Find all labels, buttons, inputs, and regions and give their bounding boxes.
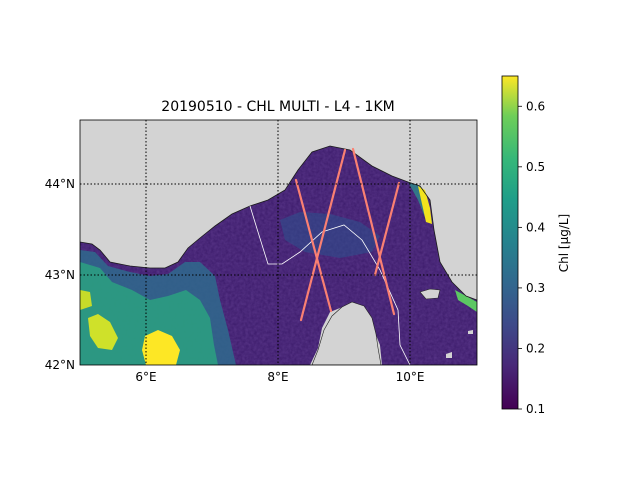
elba-island: [419, 288, 441, 300]
colorbar-tick-label: 0.2: [526, 341, 545, 355]
lon-tick-labels: 6°E 8°E 10°E: [135, 370, 424, 384]
white-track-1: [249, 205, 411, 365]
colorbar-label: Chl [μg/L]: [557, 214, 571, 272]
lon-tick-label: 10°E: [396, 370, 425, 384]
colorbar-tick-label: 0.4: [526, 220, 545, 234]
colorbar-tick-label: 0.6: [526, 99, 545, 113]
coastline: [80, 145, 477, 301]
lon-tick-label: 8°E: [267, 370, 288, 384]
colorbar-tick-label: 0.1: [526, 402, 545, 416]
colorbar-tick-label: 0.3: [526, 281, 545, 295]
chl-patch-yellow-3: [80, 290, 92, 310]
corsica-island: [311, 301, 382, 365]
track-line-1: [294, 178, 333, 313]
track-line-4: [373, 181, 401, 277]
chl-patch-green-south-east: [455, 290, 477, 312]
lat-tick-label: 43°N: [45, 268, 75, 282]
map-panel: [80, 120, 477, 365]
colorbar-gradient: [501, 75, 519, 410]
chl-patch-yellow-2: [142, 330, 180, 365]
colorbar-tick-label: 0.5: [526, 160, 545, 174]
lat-tick-labels: 44°N 43°N 42°N: [45, 177, 75, 372]
track-line-3: [351, 147, 396, 316]
lon-tick-label: 6°E: [135, 370, 156, 384]
colorbar: 0.1 0.2 0.3 0.4 0.5 0.6 Chl [μg/L]: [501, 75, 571, 416]
chl-patch-yellow-1: [88, 314, 118, 350]
map-frame: [79, 119, 478, 366]
gridlines: [80, 120, 477, 365]
small-island-2: [446, 352, 452, 358]
colorbar-ticks: 0.1 0.2 0.3 0.4 0.5 0.6: [518, 99, 545, 416]
chl-patch-yellow-east: [418, 186, 432, 224]
lat-tick-label: 44°N: [45, 177, 75, 191]
track-line-2: [299, 148, 347, 322]
chl-patch-blue-center: [280, 212, 380, 258]
lat-tick-label: 42°N: [45, 358, 75, 372]
map-title: 20190510 - CHL MULTI - L4 - 1KM: [161, 99, 394, 115]
small-island-1: [468, 330, 473, 334]
satellite-tracks: [294, 147, 401, 322]
